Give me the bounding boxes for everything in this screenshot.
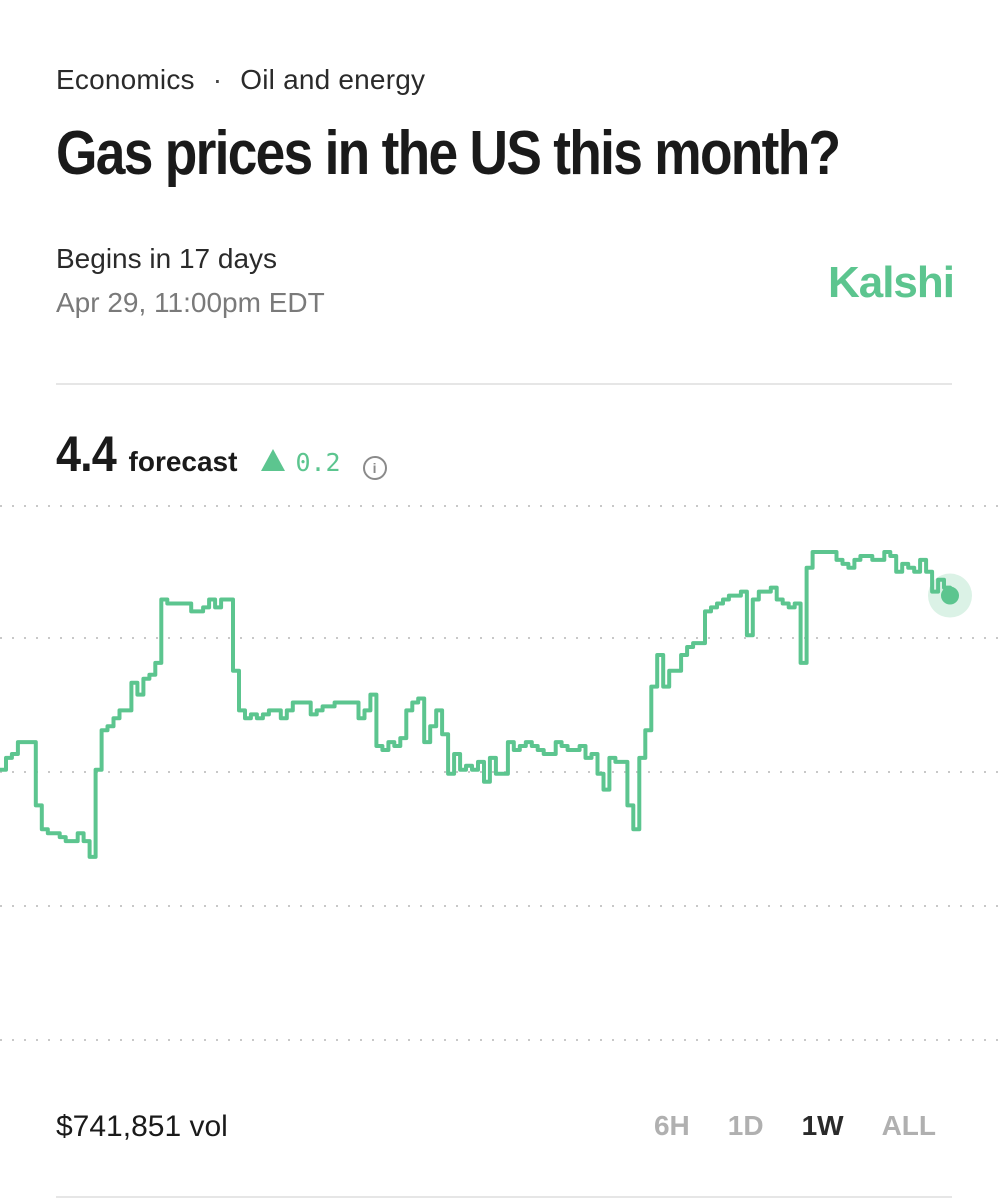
info-icon[interactable]: i	[362, 456, 387, 480]
breadcrumb: Economics · Oil and energy	[56, 64, 425, 96]
forecast-value: 4.4	[56, 426, 117, 482]
breadcrumb-category[interactable]: Economics	[56, 64, 195, 95]
current-point	[941, 586, 959, 605]
breadcrumb-subcategory[interactable]: Oil and energy	[240, 64, 426, 95]
forecast-row: 4.4 forecast 0.2 i	[56, 425, 387, 485]
range-selector: 6H 1D 1W ALL	[654, 1110, 936, 1142]
range-all[interactable]: ALL	[881, 1110, 936, 1141]
forecast-chart[interactable]	[0, 490, 1008, 1070]
page-title: Gas prices in the US this month?	[56, 119, 841, 188]
range-6h[interactable]: 6H	[653, 1110, 690, 1141]
divider-top	[56, 383, 952, 385]
triangle-up-icon	[261, 449, 286, 471]
volume-text: $741,851 vol	[56, 1110, 228, 1143]
kalshi-logo[interactable]: Kalshi	[827, 258, 955, 307]
event-date: Apr 29, 11:00pm EDT	[56, 287, 325, 318]
divider-bottom	[56, 1196, 952, 1198]
range-1d[interactable]: 1D	[727, 1110, 764, 1141]
begins-text: Begins in 17 days	[56, 243, 278, 274]
forecast-change: 0.2	[295, 448, 341, 477]
breadcrumb-separator: ·	[212, 64, 223, 95]
forecast-label: forecast	[128, 446, 238, 477]
forecast-line	[0, 550, 952, 859]
range-1w[interactable]: 1W	[801, 1110, 844, 1141]
